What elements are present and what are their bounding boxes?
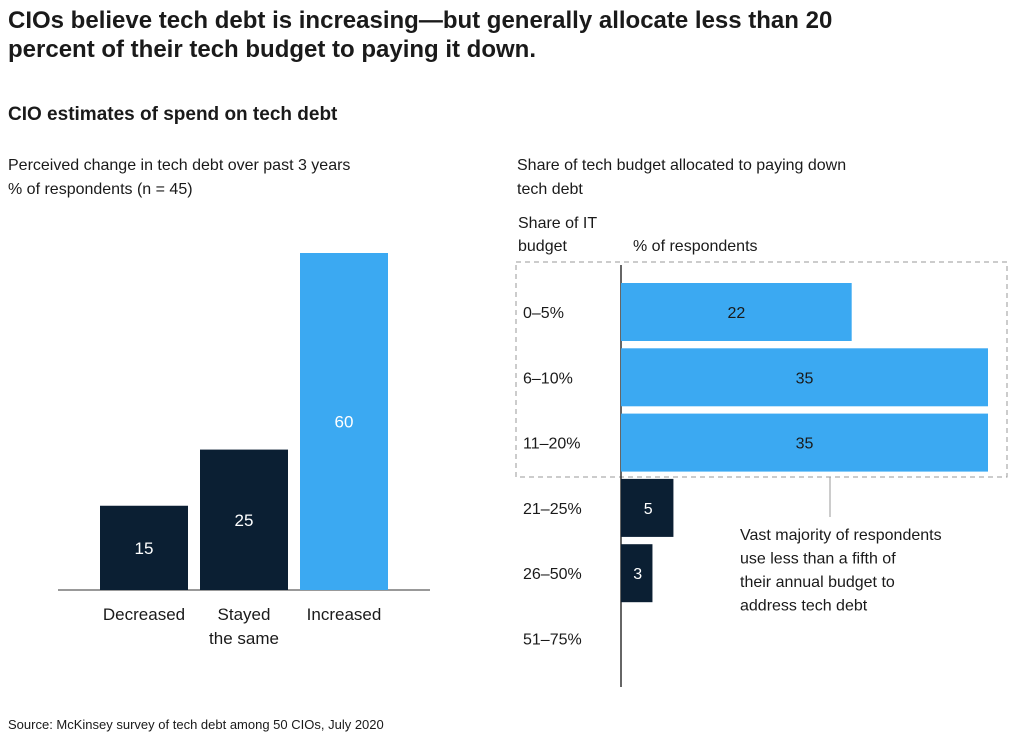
data-label: 5 <box>644 501 653 518</box>
chart-subtitle: % of respondents (n = 45) <box>8 181 193 198</box>
page-subtitle: CIO estimates of spend on tech debt <box>8 104 338 125</box>
bar <box>621 348 988 407</box>
page-title: CIOs believe tech debt is increasing—but… <box>8 7 832 63</box>
axis-label: Share of IT budget <box>518 215 597 255</box>
data-label: 60 <box>335 413 354 432</box>
bar <box>621 413 988 472</box>
bar <box>100 505 188 590</box>
y-tick-label: 0–5% <box>523 305 564 322</box>
y-tick-label: 26–50% <box>523 566 582 583</box>
data-label: 22 <box>727 305 745 322</box>
data-label: 25 <box>235 511 254 530</box>
y-tick-label: 6–10% <box>523 370 573 387</box>
source: Source: McKinsey survey of tech debt amo… <box>8 717 384 732</box>
data-label: 35 <box>796 370 814 387</box>
data-label: 3 <box>633 566 642 583</box>
chart-title: Share of tech budget allocated to paying… <box>517 157 846 198</box>
data-label: 35 <box>796 436 814 453</box>
x-tick-label: Increased <box>307 605 382 624</box>
x-tick-label: Stayed the same <box>209 605 279 648</box>
annotation: Vast majority of respondents use less tha… <box>740 527 942 615</box>
bar <box>300 253 388 590</box>
x-tick-label: Decreased <box>103 605 185 624</box>
bar <box>200 449 288 590</box>
bar <box>621 544 653 603</box>
highlight-box <box>515 261 1008 478</box>
y-tick-label: 21–25% <box>523 501 582 518</box>
y-tick-label: 11–20% <box>523 436 581 453</box>
axis-label: % of respondents <box>633 238 758 255</box>
bar <box>621 283 852 341</box>
chart-title: Perceived change in tech debt over past … <box>8 157 350 174</box>
data-label: 15 <box>135 539 154 558</box>
y-tick-label: 51–75% <box>523 632 582 649</box>
bar <box>621 478 674 537</box>
